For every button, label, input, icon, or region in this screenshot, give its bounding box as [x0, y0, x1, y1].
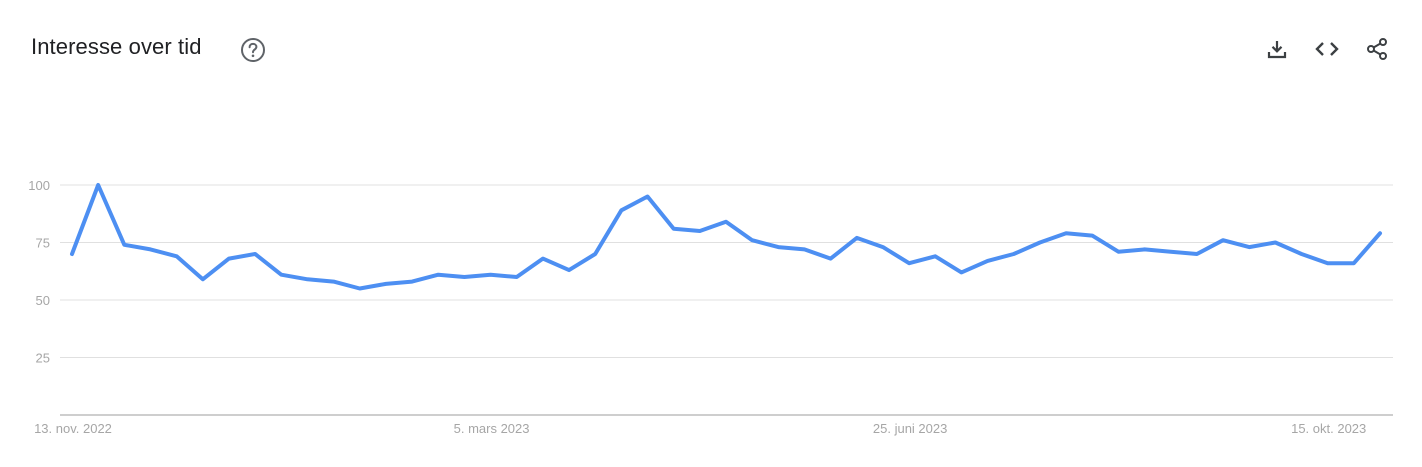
- data-point[interactable]: [1036, 239, 1044, 247]
- data-point[interactable]: [1167, 248, 1175, 256]
- data-point[interactable]: [251, 250, 259, 258]
- data-point[interactable]: [1298, 250, 1306, 258]
- data-point[interactable]: [617, 206, 625, 214]
- data-point[interactable]: [1324, 259, 1332, 267]
- download-button[interactable]: [1264, 36, 1290, 62]
- data-point[interactable]: [460, 273, 468, 281]
- data-point[interactable]: [696, 227, 704, 235]
- data-point[interactable]: [591, 250, 599, 258]
- data-point[interactable]: [644, 193, 652, 201]
- code-embed-icon: [1315, 42, 1339, 56]
- gridlines: [60, 184, 1393, 358]
- help-icon[interactable]: [240, 37, 266, 63]
- data-point[interactable]: [68, 250, 76, 258]
- data-point[interactable]: [748, 236, 756, 244]
- data-point[interactable]: [1219, 236, 1227, 244]
- data-point[interactable]: [434, 271, 442, 279]
- data-point[interactable]: [1271, 239, 1279, 247]
- x-tick-label-2: 25. juni 2023: [873, 421, 947, 436]
- data-point[interactable]: [853, 234, 861, 242]
- chart-title: Interesse over tid: [31, 34, 202, 59]
- chart-toolbar: [1264, 36, 1390, 62]
- embed-button[interactable]: [1314, 36, 1340, 62]
- data-point[interactable]: [670, 225, 678, 233]
- y-tick-label-25: 25: [36, 351, 50, 366]
- data-point[interactable]: [225, 255, 233, 263]
- y-axis-ticks: 25 50 75 100: [28, 178, 50, 366]
- data-point[interactable]: [356, 285, 364, 293]
- data-point[interactable]: [277, 271, 285, 279]
- data-point[interactable]: [1193, 250, 1201, 258]
- x-tick-label-1: 5. mars 2023: [454, 421, 530, 436]
- x-axis-ticks: 13. nov. 2022 5. mars 2023 25. juni 2023 15…: [34, 421, 1366, 436]
- data-point[interactable]: [513, 273, 521, 281]
- data-point[interactable]: [984, 257, 992, 265]
- data-point[interactable]: [800, 245, 808, 253]
- data-point[interactable]: [931, 252, 939, 260]
- data-point[interactable]: [879, 243, 887, 251]
- data-point[interactable]: [539, 255, 547, 263]
- data-point[interactable]: [957, 268, 965, 276]
- share-button[interactable]: [1364, 36, 1390, 62]
- data-point[interactable]: [774, 243, 782, 251]
- series-line[interactable]: [70, 183, 1382, 291]
- data-point[interactable]: [1141, 245, 1149, 253]
- x-tick-label-0: 13. nov. 2022: [34, 421, 112, 436]
- data-point[interactable]: [1245, 243, 1253, 251]
- data-point[interactable]: [722, 218, 730, 226]
- x-tick-label-3: 15. okt. 2023: [1291, 421, 1366, 436]
- download-icon: [1267, 41, 1287, 59]
- data-point[interactable]: [303, 275, 311, 283]
- data-point[interactable]: [120, 241, 128, 249]
- series[interactable]: [68, 181, 1384, 293]
- y-tick-label-75: 75: [36, 236, 50, 251]
- data-point[interactable]: [905, 259, 913, 267]
- data-point[interactable]: [1114, 248, 1122, 256]
- data-point[interactable]: [487, 271, 495, 279]
- data-point[interactable]: [173, 252, 181, 260]
- data-point[interactable]: [827, 255, 835, 263]
- data-point[interactable]: [1376, 229, 1384, 237]
- y-tick-label-100: 100: [28, 178, 50, 193]
- data-point[interactable]: [1062, 229, 1070, 237]
- data-point[interactable]: [94, 181, 102, 189]
- data-point[interactable]: [330, 278, 338, 286]
- data-point[interactable]: [1088, 232, 1096, 240]
- data-point[interactable]: [146, 245, 154, 253]
- share-icon: [1367, 38, 1387, 60]
- data-point[interactable]: [199, 275, 207, 283]
- data-point[interactable]: [1350, 259, 1358, 267]
- data-point[interactable]: [565, 266, 573, 274]
- data-point[interactable]: [1010, 250, 1018, 258]
- data-point[interactable]: [408, 278, 416, 286]
- data-point[interactable]: [382, 280, 390, 288]
- y-tick-label-50: 50: [36, 293, 50, 308]
